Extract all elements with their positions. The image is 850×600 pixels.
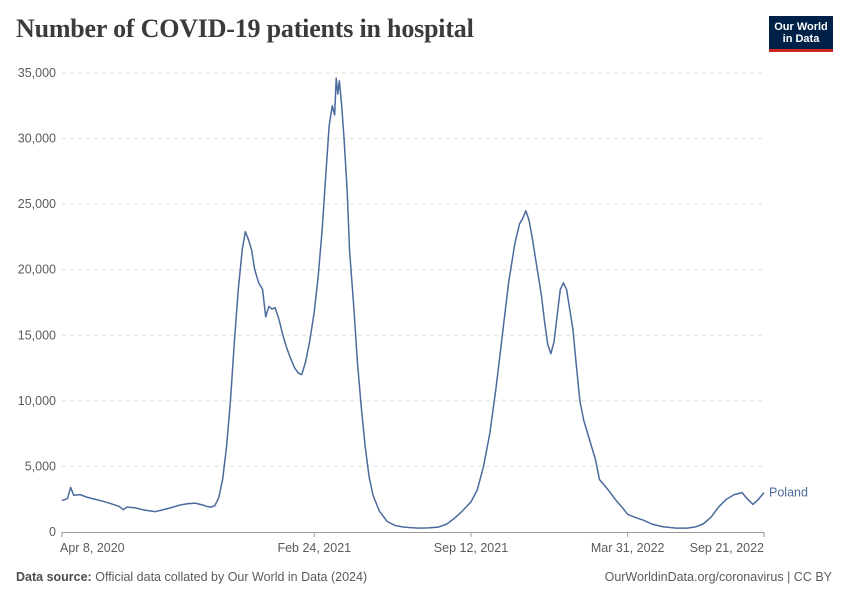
- x-tick-label: Mar 31, 2022: [591, 541, 665, 555]
- y-tick-label: 20,000: [18, 263, 56, 277]
- x-tick-label: Sep 12, 2021: [434, 541, 508, 555]
- y-tick-label: 35,000: [18, 66, 56, 80]
- source-label: Data source:: [16, 570, 92, 584]
- series-line-poland[interactable]: [61, 77, 765, 529]
- y-tick-label: 0: [49, 525, 56, 539]
- source-text: Official data collated by Our World in D…: [95, 570, 368, 584]
- x-tick-label: Feb 24, 2021: [277, 541, 351, 555]
- y-tick-label: 10,000: [18, 394, 56, 408]
- chart-title: Number of COVID-19 patients in hospital: [16, 14, 474, 43]
- y-tick-label: 5,000: [25, 459, 56, 473]
- footer-url[interactable]: OurWorldinData.org/coronavirus | CC BY: [604, 570, 832, 584]
- x-tick-label: Apr 8, 2020: [60, 541, 125, 555]
- footer-source: Data source: Official data collated by O…: [16, 570, 367, 584]
- y-tick-label: 30,000: [18, 132, 56, 146]
- y-tick-label: 25,000: [18, 197, 56, 211]
- series-layer: Poland: [61, 77, 808, 529]
- logo-line-2: in Data: [782, 33, 820, 45]
- y-tick-label: 15,000: [18, 328, 56, 342]
- logo-line-1: Our World: [774, 21, 828, 33]
- owid-logo[interactable]: Our World in Data: [769, 16, 833, 52]
- series-label-poland[interactable]: Poland: [769, 486, 808, 500]
- grid-layer: [62, 72, 764, 467]
- axis-layer: 0 5,000 10,000 15,000 20,000 25,000 30,000 35,0…: [18, 66, 765, 555]
- x-tick-label: Sep 21, 2022: [690, 541, 764, 555]
